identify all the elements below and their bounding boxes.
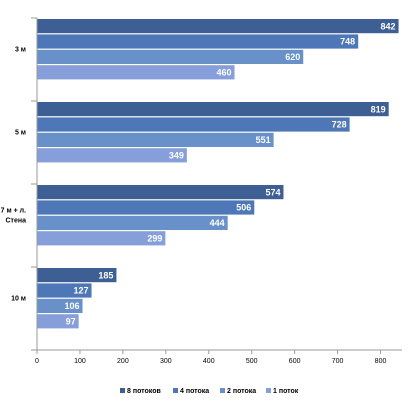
axes: 0 100 200 300 400 500 600 700 800	[31, 17, 402, 365]
bar-value-label: 97	[66, 317, 76, 327]
bar	[37, 185, 284, 200]
category-labels: 3 м 5 м 7 м + л. Стена 10 м	[1, 47, 26, 303]
legend-label: 2 потока	[227, 388, 256, 395]
bar	[37, 132, 274, 147]
bar	[37, 65, 235, 80]
bar-value-label: 842	[381, 21, 396, 31]
bar-value-label: 444	[210, 218, 225, 228]
bars	[37, 19, 399, 329]
x-tick-label: 200	[117, 358, 129, 365]
x-tick-label: 700	[332, 358, 344, 365]
legend-swatch	[173, 388, 178, 393]
bar	[37, 49, 304, 64]
bar	[37, 200, 255, 215]
x-tick-label: 600	[289, 358, 301, 365]
bar-value-label: 728	[332, 120, 347, 130]
data-labels: 842 748 620 460 819 728 551 349 574 506 444 299 185 1…	[64, 21, 395, 326]
bar-value-label: 127	[74, 286, 89, 296]
bar	[37, 283, 92, 298]
bar	[37, 34, 359, 49]
bar-value-label: 349	[169, 151, 184, 161]
bar-value-label: 185	[98, 270, 113, 280]
legend-swatch	[120, 388, 125, 393]
bar-value-label: 551	[256, 135, 271, 145]
x-tick-label: 100	[74, 358, 86, 365]
x-tick-label: 300	[160, 358, 172, 365]
category-label: Стена	[6, 218, 27, 225]
legend-label: 8 потоков	[127, 388, 161, 395]
legend-label: 1 поток	[273, 388, 299, 395]
category-label: 10 м	[11, 296, 26, 303]
bar-value-label: 106	[64, 301, 79, 311]
x-tick-label: 500	[246, 358, 258, 365]
category-label: 5 м	[15, 130, 26, 137]
bar	[37, 102, 389, 117]
legend: 8 потоков 4 потока 2 потока 1 поток	[120, 388, 299, 395]
bar-value-label: 748	[340, 37, 355, 47]
bar	[37, 314, 79, 329]
legend-swatch	[266, 388, 271, 393]
bar-value-label: 819	[371, 104, 386, 114]
bar-value-label: 299	[147, 234, 162, 244]
category-label: 3 м	[15, 47, 26, 54]
legend-swatch	[220, 388, 225, 393]
bar	[37, 117, 350, 132]
bar	[37, 148, 187, 163]
bar	[37, 231, 166, 246]
category-label: 7 м + л.	[1, 208, 26, 215]
bar	[37, 268, 117, 283]
bar	[37, 19, 399, 34]
bar-value-label: 506	[236, 203, 251, 213]
bar-value-label: 574	[265, 187, 280, 197]
bar-value-label: 620	[285, 52, 300, 62]
bar	[37, 215, 228, 230]
x-tick-label: 400	[203, 358, 215, 365]
x-tick-label: 800	[375, 358, 387, 365]
bar	[37, 298, 83, 313]
x-tick-label: 0	[35, 358, 39, 365]
legend-label: 4 потока	[180, 388, 209, 395]
bar-value-label: 460	[216, 68, 231, 78]
